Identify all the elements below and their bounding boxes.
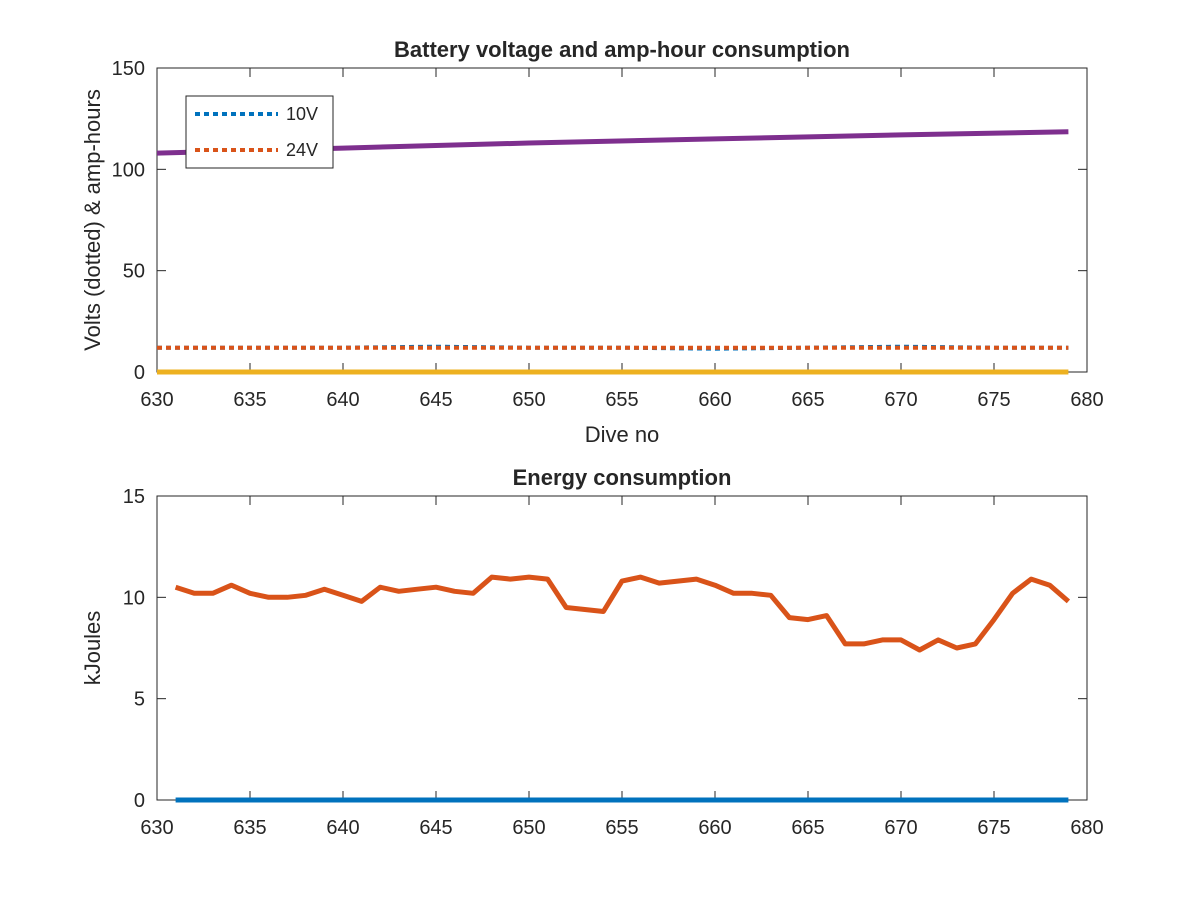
x-tick-label: 640 xyxy=(326,389,359,411)
y-axis-label: Volts (dotted) & amp-hours xyxy=(80,89,105,351)
x-tick-label: 665 xyxy=(791,389,824,411)
x-tick-label: 635 xyxy=(233,817,266,839)
y-tick-label: 15 xyxy=(123,486,145,508)
x-tick-label: 655 xyxy=(605,817,638,839)
x-tick-label: 680 xyxy=(1070,817,1103,839)
x-tick-label: 650 xyxy=(512,389,545,411)
chart-title: Energy consumption xyxy=(513,465,732,490)
legend-box xyxy=(185,95,334,169)
x-tick-label: 670 xyxy=(884,817,917,839)
x-tick-label: 645 xyxy=(419,389,452,411)
y-tick-label: 0 xyxy=(134,790,145,812)
x-tick-label: 670 xyxy=(884,389,917,411)
x-tick-label: 640 xyxy=(326,817,359,839)
legend: 10V 24V xyxy=(185,95,334,169)
x-tick-label: 660 xyxy=(698,817,731,839)
x-tick-label: 660 xyxy=(698,389,731,411)
series-line-0 xyxy=(174,574,1071,653)
legend-label: 10V xyxy=(286,104,318,124)
x-tick-label: 675 xyxy=(977,389,1010,411)
x-tick-label: 675 xyxy=(977,817,1010,839)
x-tick-label: 665 xyxy=(791,817,824,839)
battery-chart: 630 635 640 645 650 655 660 665 670 675 680 0 50 100 1… xyxy=(80,37,1104,447)
y-tick-label: 150 xyxy=(112,58,145,80)
y-tick-label: 100 xyxy=(112,159,145,181)
x-axis-label: Dive no xyxy=(585,422,660,447)
legend-label: 24V xyxy=(286,140,318,160)
x-tick-label: 635 xyxy=(233,389,266,411)
x-tick-label: 630 xyxy=(140,389,173,411)
chart-title: Battery voltage and amp-hour consumption xyxy=(394,37,850,62)
y-tick-label: 0 xyxy=(134,362,145,384)
x-tick-label: 680 xyxy=(1070,389,1103,411)
x-tick-label: 650 xyxy=(512,817,545,839)
x-tick-label: 630 xyxy=(140,817,173,839)
energy-chart: 630 635 640 645 650 655 660 665 670 675 680 0 5 10 15 E… xyxy=(80,465,1104,839)
y-tick-label: 10 xyxy=(123,587,145,609)
x-tick-label: 655 xyxy=(605,389,638,411)
y-axis-label: kJoules xyxy=(80,611,105,686)
y-tick-label: 5 xyxy=(134,689,145,711)
y-tick-label: 50 xyxy=(123,261,145,283)
plot-frame xyxy=(156,495,1088,801)
x-tick-label: 645 xyxy=(419,817,452,839)
